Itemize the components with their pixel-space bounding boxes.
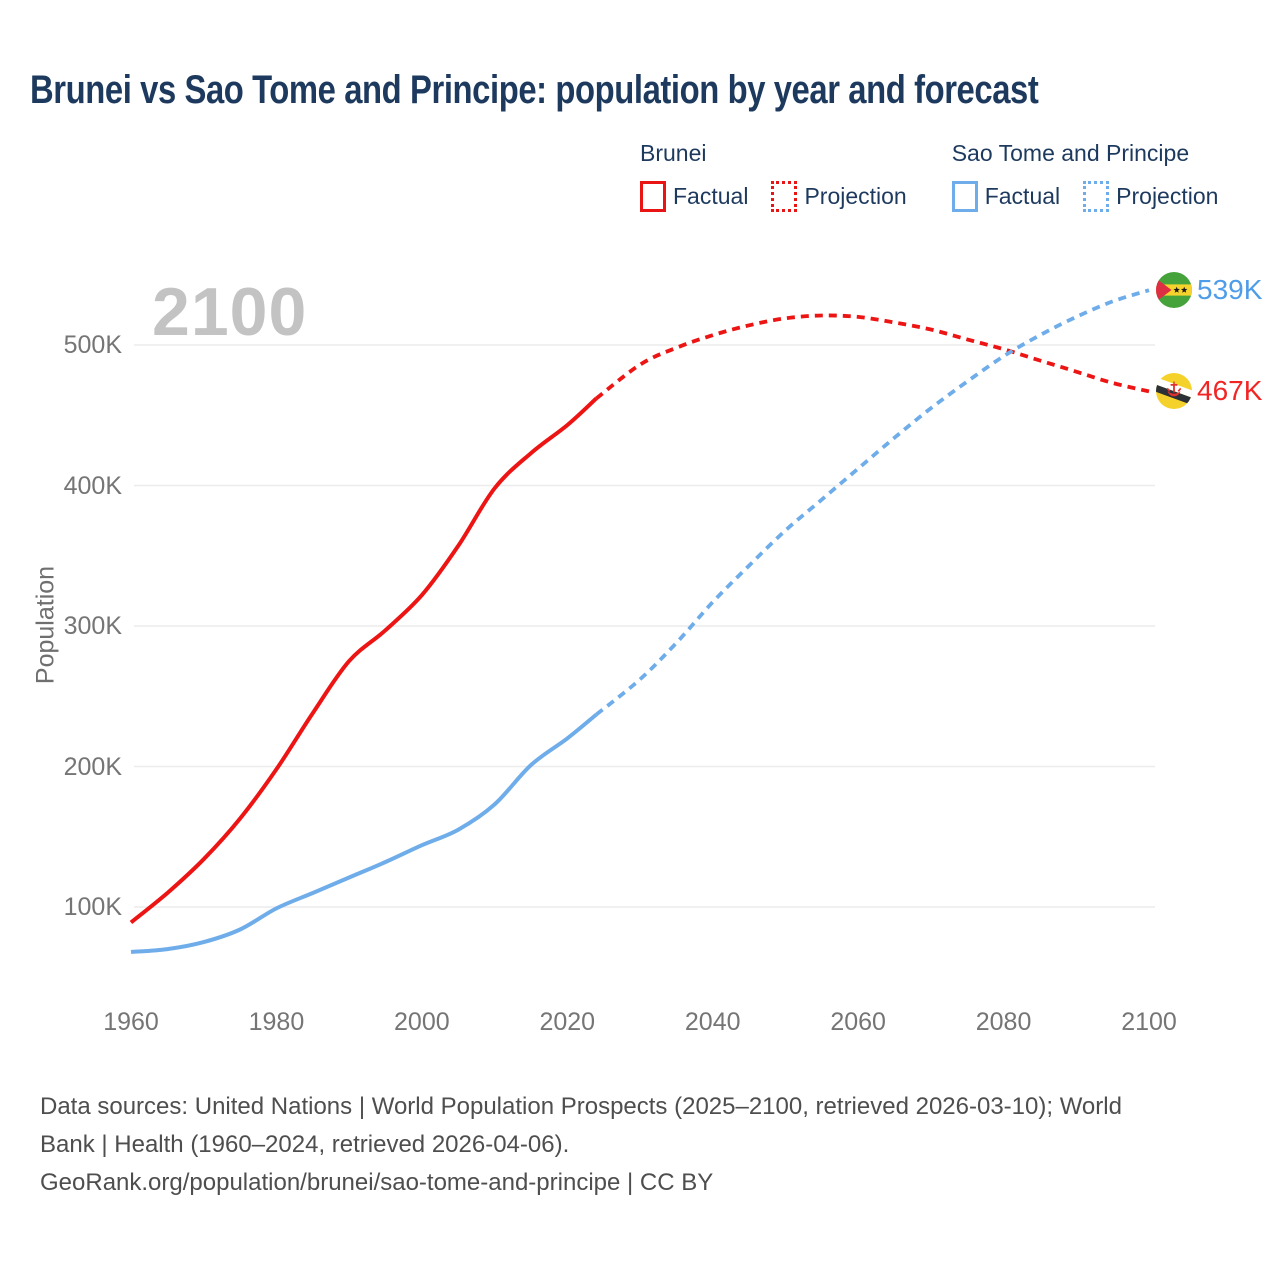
footer-attribution-link[interactable]: GeoRank.org/population/brunei/sao-tome-a… [40,1169,714,1196]
legend-group-brunei: Brunei Factual Projection [640,140,907,212]
series-line-sao-tome-and-principe-factual [130,712,598,954]
y-tick-label: 300K [63,612,122,640]
x-tick-label: 1960 [103,1008,159,1036]
x-tick-label: 1980 [248,1008,305,1036]
x-tick-label: 2040 [684,1008,741,1036]
legend: Brunei Factual Projection Sao Tome and P… [640,140,1218,212]
end-label-sao-tome: 539K [1156,272,1263,309]
y-tick-label: 400K [63,471,122,500]
y-tick-label: 500K [63,331,122,359]
end-value-brunei: 467K [1197,375,1263,407]
end-value-sao-tome: 539K [1197,274,1263,306]
series-line-sao-tome-and-principe-projection [595,288,1150,716]
brunei-projection-swatch-icon[interactable] [771,181,798,212]
footer: Data sources: United Nations | World Pop… [40,1088,1122,1202]
y-tick-label: 100K [63,893,122,921]
x-tick-label: 2060 [830,1008,886,1036]
year-watermark: 2100 [152,274,308,350]
sao-tome-and-principe-flag-icon [1156,272,1192,309]
page-title: Brunei vs Sao Tome and Principe: populat… [30,68,1039,112]
footer-sources-line-1: Data sources: United Nations | World Pop… [40,1093,1122,1120]
x-tick-label: 2100 [1121,1008,1177,1036]
brunei-factual-swatch-icon[interactable] [640,181,666,212]
legend-header-sao-tome: Sao Tome and Principe [951,140,1190,166]
legend-group-sao-tome: Sao Tome and Principe Factual Projection [951,140,1219,212]
series-line-brunei-projection [595,313,1150,400]
sao-tome-factual-swatch-icon[interactable] [951,181,978,212]
x-tick-label: 2080 [975,1008,1032,1036]
x-tick-label: 2020 [539,1008,596,1036]
sao-tome-factual-label[interactable]: Factual [984,183,1061,209]
x-tick-label: 2000 [394,1008,450,1036]
brunei-factual-label[interactable]: Factual [673,183,749,209]
sao-tome-projection-swatch-icon[interactable] [1083,181,1110,212]
legend-header-brunei: Brunei [640,140,707,166]
end-label-brunei: 467K [1156,373,1263,410]
series-line-brunei-factual [129,396,598,925]
sao-tome-projection-label[interactable]: Projection [1116,183,1219,209]
legend-row-brunei: Factual Projection [640,181,907,212]
legend-row-sao-tome: Factual Projection [951,181,1219,212]
y-tick-label: 200K [63,752,122,781]
footer-sources-line-2: Bank | Health (1960–2024, retrieved 2026… [40,1131,570,1158]
brunei-flag-icon [1156,373,1192,410]
brunei-projection-label[interactable]: Projection [804,183,907,209]
